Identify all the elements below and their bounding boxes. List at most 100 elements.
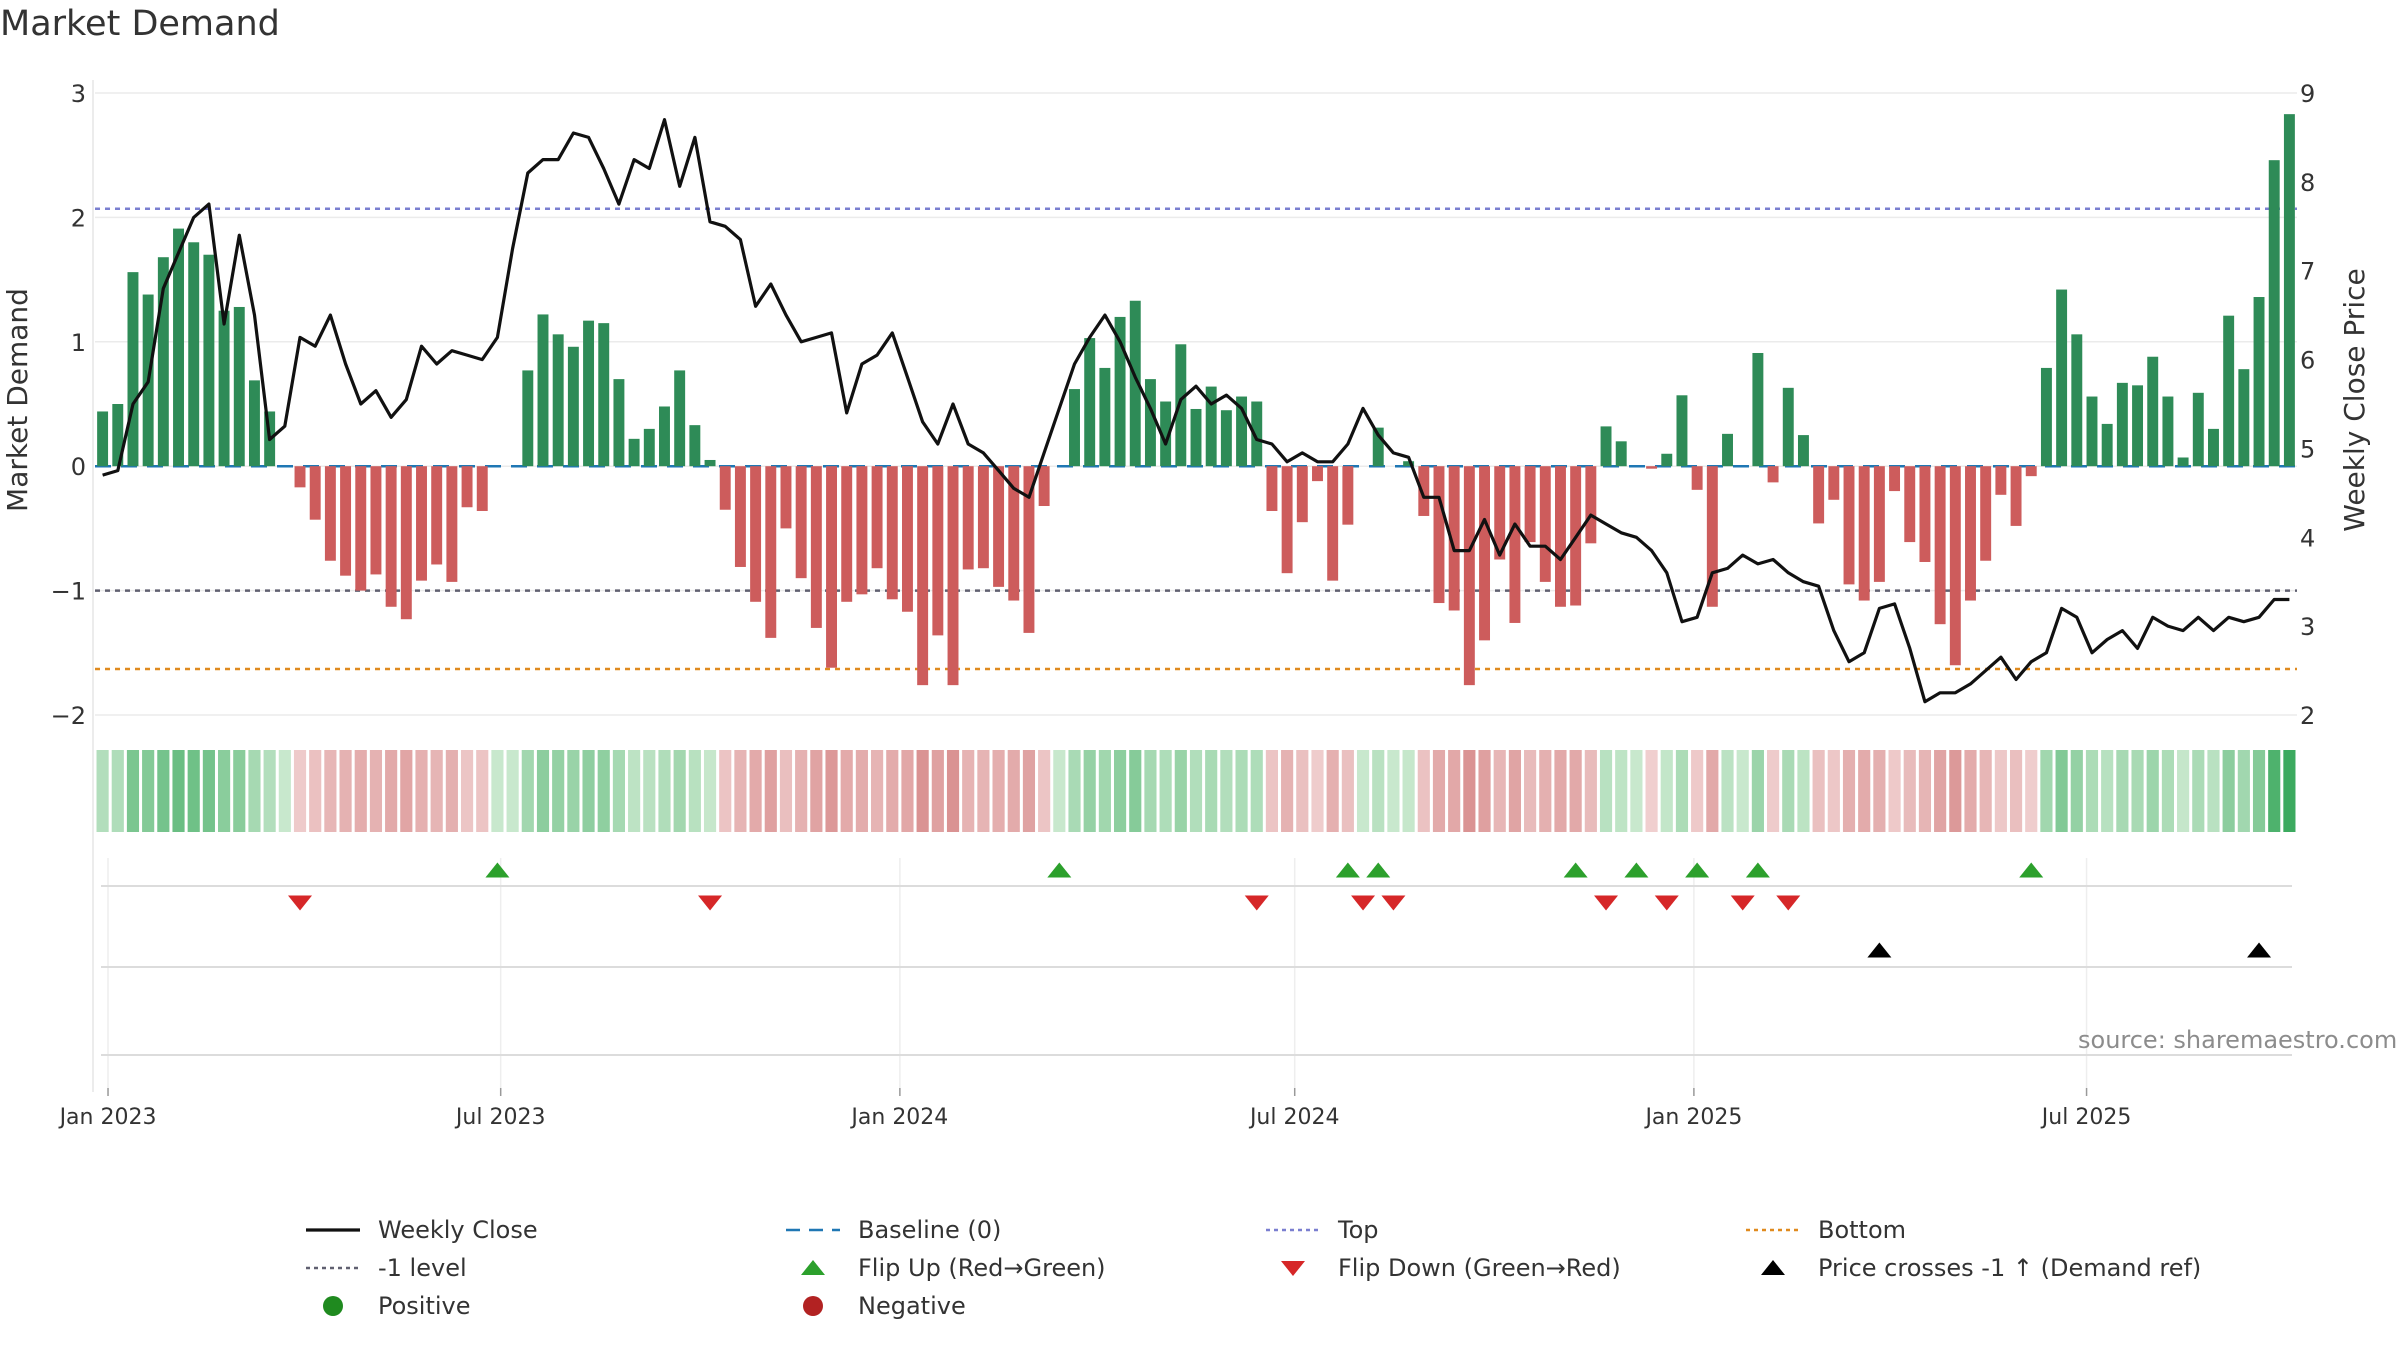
heat-strip-cell — [2253, 750, 2265, 832]
source-note: source: sharemaestro.com — [2078, 1026, 2397, 1054]
demand-bar — [689, 425, 700, 466]
demand-bar — [1692, 466, 1703, 490]
demand-heat-strip — [97, 750, 2296, 832]
demand-bar — [386, 466, 397, 607]
y2-tick-label: 5 — [2300, 435, 2315, 463]
heat-strip-cell — [704, 750, 716, 832]
heat-strip-cell — [385, 750, 397, 832]
demand-bar — [856, 466, 867, 594]
demand-bar — [841, 466, 852, 602]
y2-axis-label: Weekly Close Price — [2338, 268, 2371, 531]
heat-strip-cell — [188, 750, 200, 832]
demand-bar — [644, 429, 655, 466]
demand-bar — [2178, 457, 2189, 466]
heat-strip-cell — [461, 750, 473, 832]
demand-bar — [1555, 466, 1566, 607]
demand-bar — [948, 466, 959, 685]
flip-up-marker — [1746, 863, 1770, 878]
heat-strip-cell — [431, 750, 443, 832]
heat-strip-cell — [1539, 750, 1551, 832]
legend-item-flip_down: Flip Down (Green→Red) — [1260, 1250, 1621, 1286]
heat-strip-cell — [856, 750, 868, 832]
heat-strip-cell — [218, 750, 230, 832]
flip-down-marker — [1594, 896, 1618, 911]
heat-strip-cell — [279, 750, 291, 832]
demand-bar — [1175, 344, 1186, 466]
heat-strip-cell — [233, 750, 245, 832]
heat-strip-cell — [2192, 750, 2204, 832]
demand-bar — [1099, 368, 1110, 466]
demand-bar — [1464, 466, 1475, 685]
legend-item-baseline: Baseline (0) — [780, 1212, 1001, 1248]
flip-up-marker — [485, 863, 509, 878]
heat-strip-cell — [1752, 750, 1764, 832]
y2-tick-label: 6 — [2300, 347, 2315, 375]
heat-strip-cell — [2147, 750, 2159, 832]
legend-label: -1 level — [378, 1254, 467, 1282]
demand-bar — [811, 466, 822, 628]
legend-symbol — [1740, 1215, 1806, 1245]
demand-bar — [2056, 290, 2067, 467]
heat-strip-cell — [1949, 750, 1961, 832]
legend-item-bottom: Bottom — [1740, 1212, 1906, 1248]
demand-bar — [659, 406, 670, 466]
heat-strip-cell — [810, 750, 822, 832]
legend-symbol — [1260, 1215, 1326, 1245]
demand-bar — [917, 466, 928, 685]
legend-label: Negative — [858, 1292, 966, 1320]
demand-bar — [1327, 466, 1338, 580]
demand-bar — [553, 334, 564, 466]
market-demand-chart: −2−1012323456789Jan 2023 Jul 2023 Jan 2024… — [0, 0, 2400, 1200]
demand-bar — [127, 272, 138, 466]
heat-strip-cell — [1934, 750, 1946, 832]
legend-item-minus1: -1 level — [300, 1250, 467, 1286]
heat-strip-cell — [1964, 750, 1976, 832]
demand-bar — [2011, 466, 2022, 526]
heat-strip-cell — [355, 750, 367, 832]
heat-strip-cell — [1129, 750, 1141, 832]
y2-tick-label: 4 — [2300, 524, 2315, 552]
demand-bar — [781, 466, 792, 528]
heat-strip-cell — [1615, 750, 1627, 832]
heat-strip-cell — [415, 750, 427, 832]
heat-strip-cell — [977, 750, 989, 832]
legend-item-positive: Positive — [300, 1288, 471, 1324]
legend-label: Flip Down (Green→Red) — [1338, 1254, 1621, 1282]
demand-bar — [2193, 393, 2204, 466]
demand-bar — [538, 314, 549, 466]
heat-strip-cell — [2238, 750, 2250, 832]
demand-bar — [1813, 466, 1824, 523]
legend-item-flip_up: Flip Up (Red→Green) — [780, 1250, 1106, 1286]
demand-bar — [310, 466, 321, 519]
flip-down-marker — [1731, 896, 1755, 911]
demand-bar — [1282, 466, 1293, 573]
demand-bar — [1646, 466, 1657, 468]
heat-strip-cell — [2056, 750, 2068, 832]
legend-symbol — [300, 1215, 366, 1245]
flip-up-marker — [1685, 863, 1709, 878]
demand-bar — [2147, 357, 2158, 466]
heat-strip-cell — [1387, 750, 1399, 832]
flip-down-marker — [1381, 896, 1405, 911]
heat-strip-cell — [1661, 750, 1673, 832]
legend-symbol — [300, 1253, 366, 1283]
demand-bar — [1312, 466, 1323, 481]
heat-strip-cell — [2071, 750, 2083, 832]
demand-bar — [1221, 410, 1232, 466]
heat-strip-cell — [157, 750, 169, 832]
demand-bar — [370, 466, 381, 574]
legend-label: Positive — [378, 1292, 471, 1320]
legend-label: Weekly Close — [378, 1216, 538, 1244]
legend-item-top: Top — [1260, 1212, 1379, 1248]
legend-symbol — [780, 1215, 846, 1245]
demand-bar — [1722, 434, 1733, 466]
heat-strip-cell — [795, 750, 807, 832]
demand-bar — [2041, 368, 2052, 466]
heat-strip-cell — [1524, 750, 1536, 832]
heat-strip-cell — [1403, 750, 1415, 832]
demand-bar — [188, 242, 199, 466]
heat-strip-cell — [1600, 750, 1612, 832]
heat-strip-cell — [1448, 750, 1460, 832]
heat-strip-cell — [370, 750, 382, 832]
heat-strip-cell — [1251, 750, 1263, 832]
